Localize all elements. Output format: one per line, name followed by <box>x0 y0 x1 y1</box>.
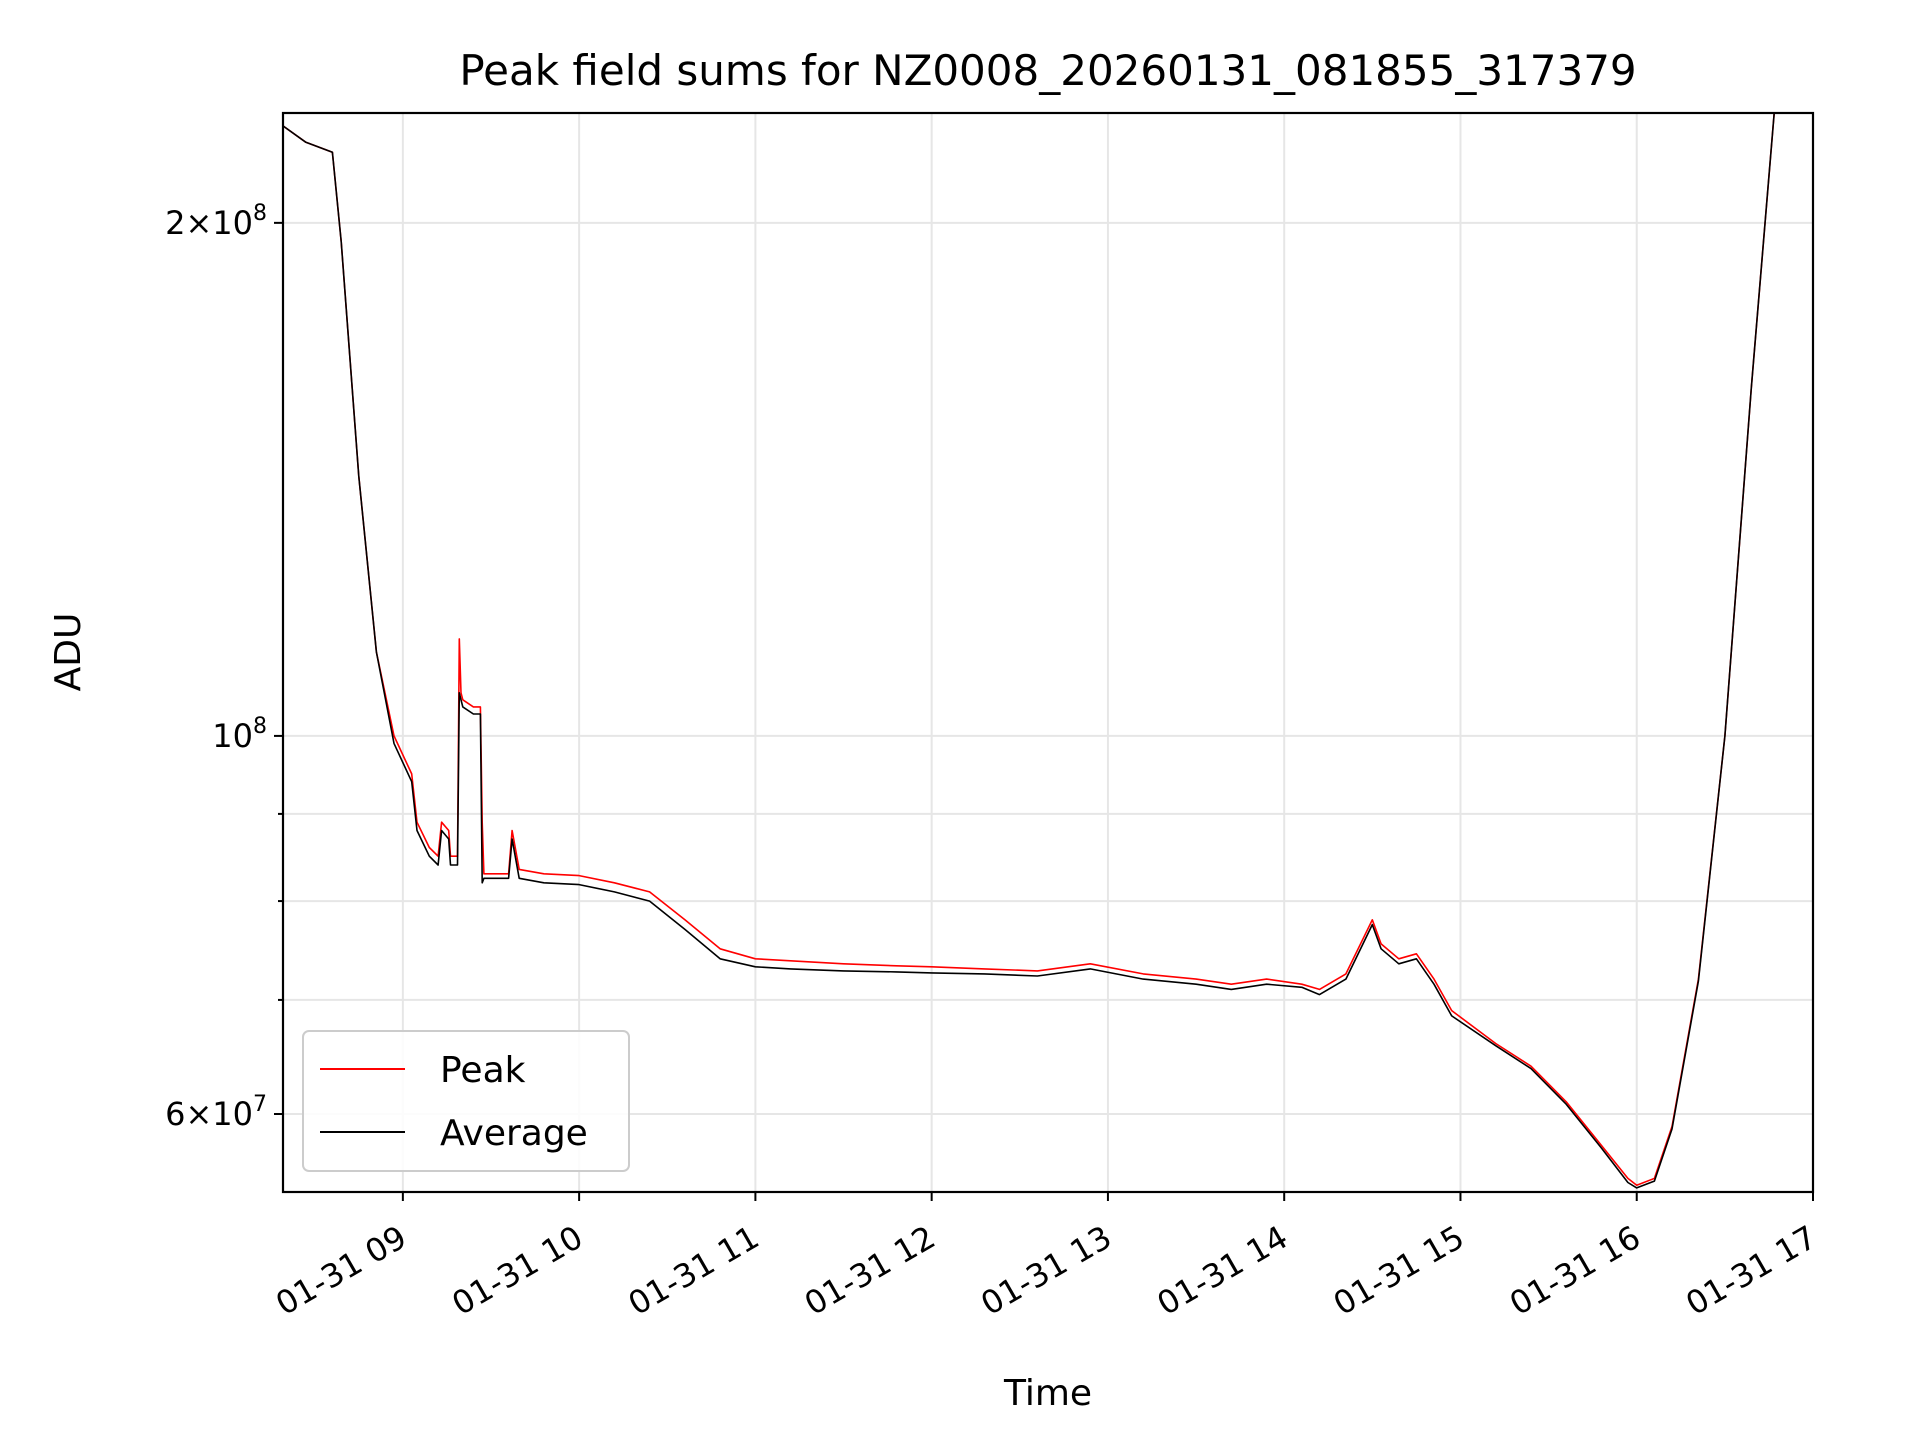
y-axis: 6×107 108 2×108 <box>165 201 283 1133</box>
grid-lines <box>283 113 1814 1192</box>
series-line-peak <box>283 113 1813 1186</box>
legend-peak-label: Peak <box>440 1050 526 1091</box>
x-axis-label: Time <box>1003 1373 1092 1414</box>
series-line-average <box>283 113 1813 1189</box>
legend-average-label: Average <box>440 1113 588 1154</box>
plot-area <box>283 113 1813 1189</box>
plot-frame <box>281 111 1815 1194</box>
y-tick-label: 108 <box>212 714 267 755</box>
y-tick-label: 6×107 <box>165 1092 267 1133</box>
legend: Peak Average <box>302 1030 630 1172</box>
legend-box <box>302 1030 630 1172</box>
chart-title: Peak field sums for NZ0008_20260131_0818… <box>459 46 1636 95</box>
y-tick-label: 2×108 <box>165 201 267 242</box>
y-axis-label: ADU <box>48 613 89 692</box>
